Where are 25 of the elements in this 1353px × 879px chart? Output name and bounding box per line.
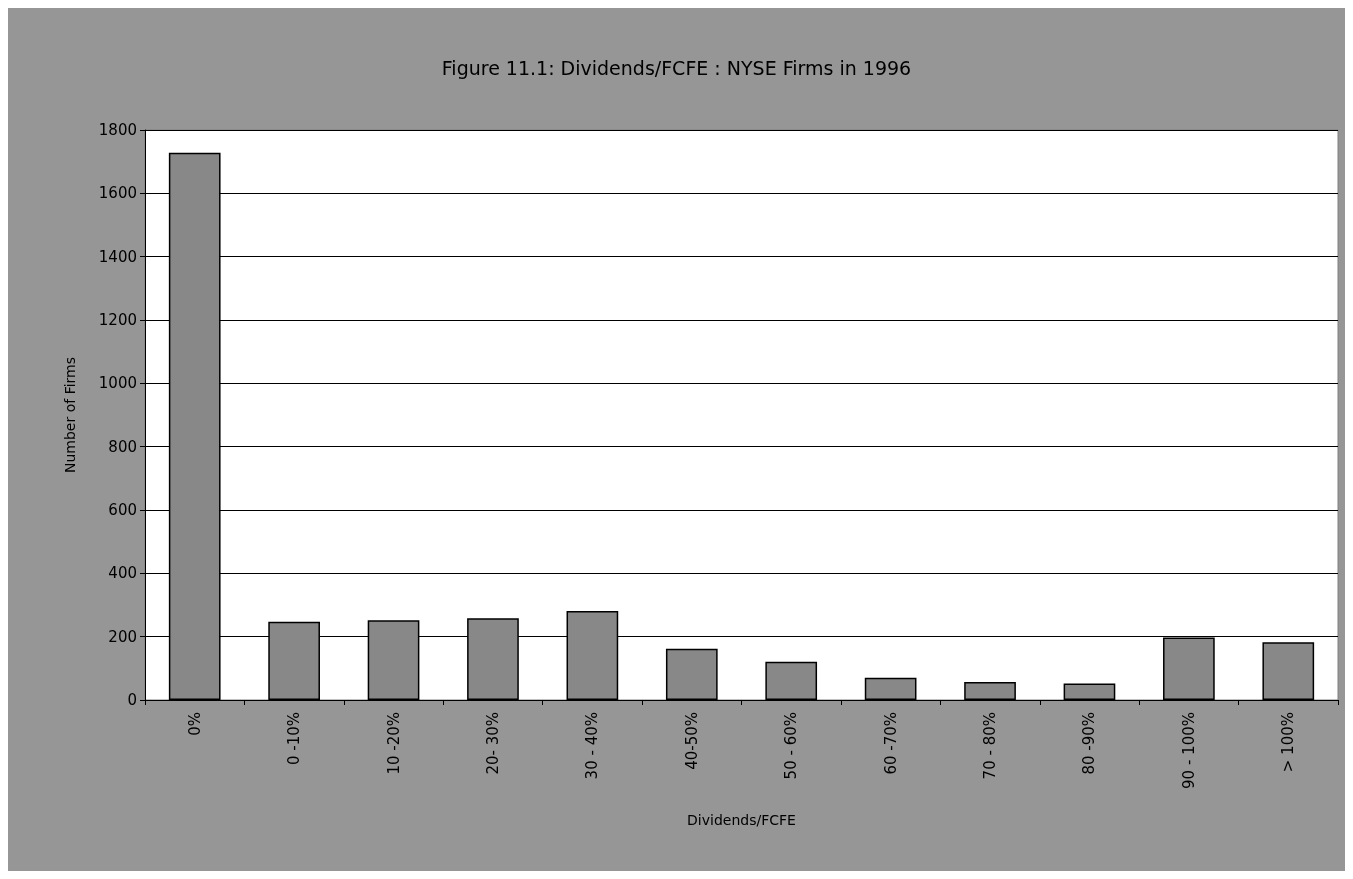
x-tick-label: 50 - 60% (782, 712, 801, 780)
y-tick-label: 1800 (98, 121, 137, 139)
y-tick-label: 600 (108, 501, 137, 519)
x-tick-label: 80 -90% (1080, 712, 1099, 775)
y-tick-label: 1200 (98, 311, 137, 329)
y-axis-title: Number of Firms (62, 357, 78, 473)
x-tick-label: 70 - 80% (981, 712, 1000, 780)
y-tick-label: 0 (127, 691, 137, 709)
x-tick-label: 90 - 100% (1179, 712, 1198, 789)
x-tick-label: 20- 30% (483, 712, 502, 775)
y-tick-label: 200 (108, 627, 137, 646)
y-tick-label: 400 (108, 564, 137, 583)
y-tick-label: 800 (108, 437, 137, 456)
x-axis-title: Dividends/FCFE (687, 812, 796, 828)
chart-title: Figure 11.1: Dividends/FCFE : NYSE Firms in 1996 (441, 56, 912, 79)
x-tick-label: > 100% (1279, 712, 1298, 773)
y-tick-label: 1000 (98, 374, 137, 393)
x-tick-label: 40-50% (682, 712, 701, 770)
y-tick-label: 1400 (98, 247, 137, 266)
x-tick-label: 0 -10% (285, 712, 304, 766)
y-tick-label: 1600 (98, 184, 137, 203)
x-tick-label: 0% (185, 712, 204, 736)
x-tick-label: 60 -70% (881, 712, 900, 775)
x-tick-label: 30 - 40% (583, 712, 602, 780)
x-tick-label: 10 -20% (384, 712, 403, 775)
